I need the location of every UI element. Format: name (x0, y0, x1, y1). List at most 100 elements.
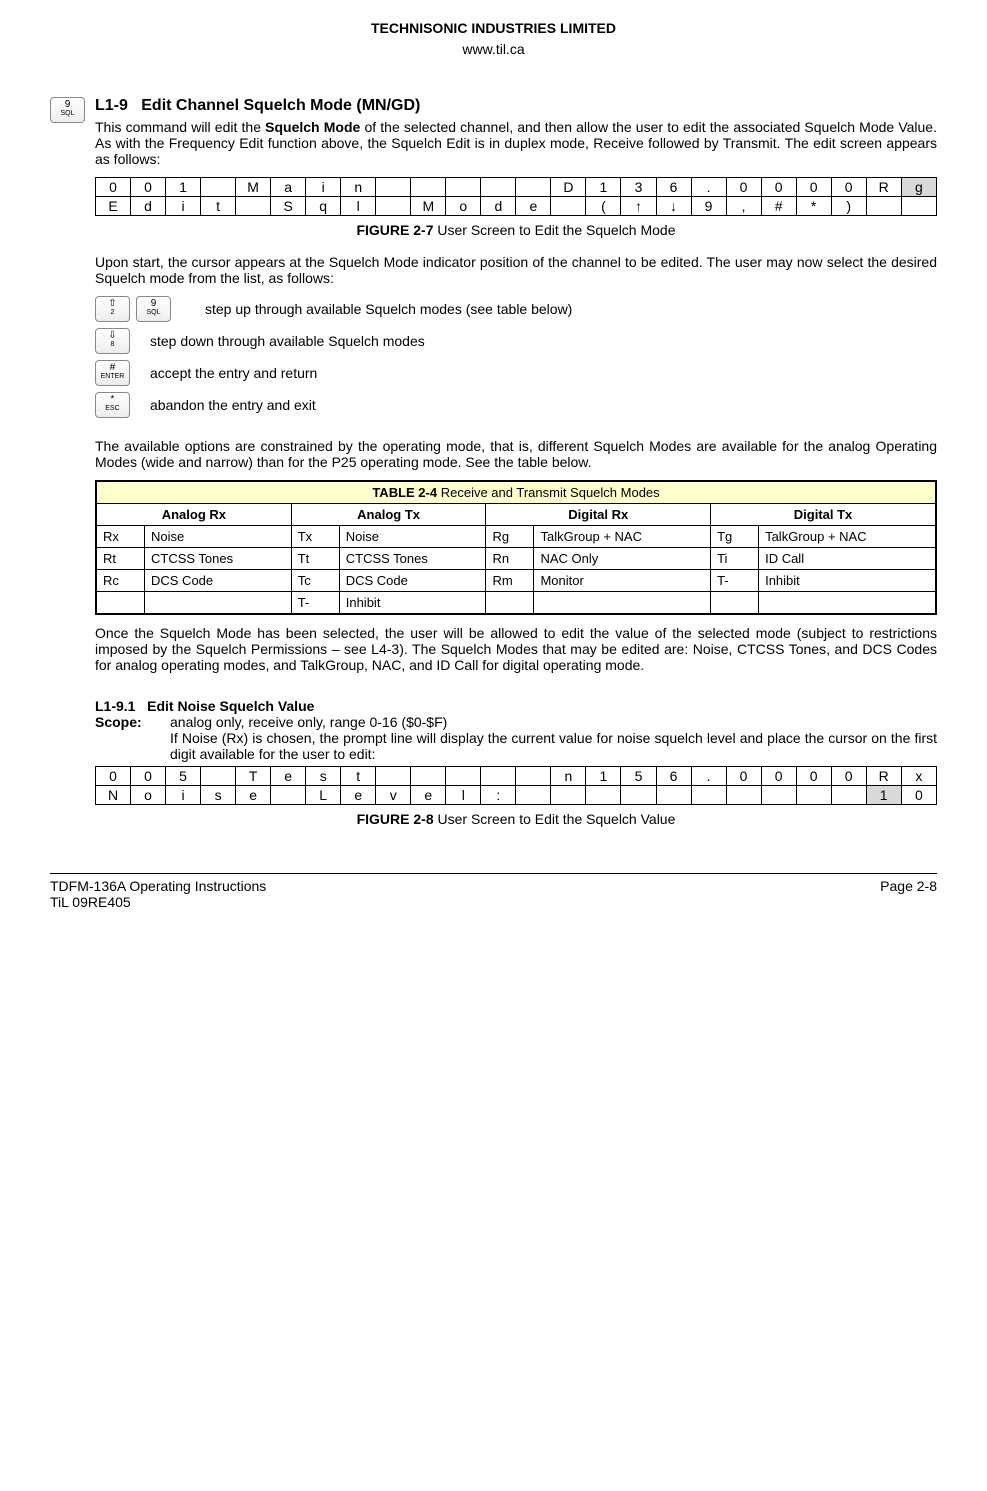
lcd-cell: o (131, 786, 166, 805)
lcd-cell (516, 767, 551, 786)
lcd-cell: i (166, 197, 201, 216)
lcd-cell: x (901, 767, 936, 786)
lcd-cell (586, 786, 621, 805)
lcd-cell (691, 786, 726, 805)
lcd-cell: . (691, 767, 726, 786)
lcd-cell: e (411, 786, 446, 805)
table-cell: Tg (711, 526, 759, 548)
lcd-cell: ) (831, 197, 866, 216)
table-cell: Rx (96, 526, 145, 548)
lcd-cell: 0 (831, 178, 866, 197)
lcd-cell: 0 (831, 767, 866, 786)
key-esc-text: abandon the entry and exit (150, 397, 316, 413)
para-4: Once the Squelch Mode has been selected,… (95, 625, 937, 673)
lcd-cell (866, 197, 901, 216)
footer-left-2: TiL 09RE405 (50, 894, 266, 910)
lcd-cell: 5 (621, 767, 656, 786)
lcd-cell (656, 786, 691, 805)
lcd-cell: 0 (796, 767, 831, 786)
figure-2-8-caption: FIGURE 2-8 User Screen to Edit the Squel… (95, 811, 937, 827)
table-cell: DCS Code (339, 570, 486, 592)
table-cell: Rg (486, 526, 534, 548)
lcd-cell: L (306, 786, 341, 805)
lcd-cell: i (306, 178, 341, 197)
col-analog-rx: Analog Rx (96, 504, 291, 526)
table-cell: DCS Code (145, 570, 292, 592)
table-cell: NAC Only (534, 548, 711, 570)
lcd-cell (376, 178, 411, 197)
key-row-up: ⇧2 9SQL step up through available Squelc… (95, 296, 937, 322)
lcd-cell: * (796, 197, 831, 216)
lcd-cell: 0 (796, 178, 831, 197)
lcd-cell (376, 767, 411, 786)
table-cell: Inhibit (759, 570, 936, 592)
page-footer: TDFM-136A Operating Instructions TiL 09R… (50, 873, 937, 910)
lcd-cell: . (691, 178, 726, 197)
lcd-cell (901, 197, 936, 216)
lcd-cell: e (341, 786, 376, 805)
table-cell: Rt (96, 548, 145, 570)
lcd-cell: D (551, 178, 586, 197)
section-heading: L1-9 Edit Channel Squelch Mode (MN/GD) (95, 97, 937, 115)
lcd-cell: ↓ (656, 197, 691, 216)
lcd-cell: 1 (586, 767, 621, 786)
table-cell (759, 592, 936, 615)
lcd-cell (201, 178, 236, 197)
para-2: Upon start, the cursor appears at the Sq… (95, 254, 937, 286)
table-cell: CTCSS Tones (339, 548, 486, 570)
lcd-cell: l (341, 197, 376, 216)
key-row-down: ⇩8 step down through available Squelch m… (95, 328, 937, 354)
lcd-cell: t (201, 197, 236, 216)
lcd-cell (376, 197, 411, 216)
lcd-cell (621, 786, 656, 805)
lcd-cell: : (481, 786, 516, 805)
lcd-cell: 5 (166, 767, 201, 786)
lcd-cell: T (236, 767, 271, 786)
lcd-cell: t (341, 767, 376, 786)
lcd-cell (201, 767, 236, 786)
lcd-cell (516, 178, 551, 197)
table-cell (145, 592, 292, 615)
table-cell: Tc (291, 570, 339, 592)
key-enter-icon: #ENTER (95, 360, 130, 386)
lcd-cell: n (341, 178, 376, 197)
section-para-1: This command will edit the Squelch Mode … (95, 119, 937, 167)
lcd-cell: ( (586, 197, 621, 216)
table-cell: Inhibit (339, 592, 486, 615)
lcd-cell: d (131, 197, 166, 216)
key-row-esc: *ESC abandon the entry and exit (95, 392, 937, 418)
col-digital-rx: Digital Rx (486, 504, 711, 526)
key-9-sql-icon: 9SQL (136, 296, 171, 322)
lcd-cell: 0 (726, 767, 761, 786)
lcd-cell (411, 767, 446, 786)
lcd-table-1: 001MainD136.0000RgEditSqlMode(↑↓9,#*) (95, 177, 937, 216)
scope-text: analog only, receive only, range 0-16 ($… (170, 714, 937, 730)
lcd-cell: 1 (166, 178, 201, 197)
table-cell: Noise (339, 526, 486, 548)
table-cell: T- (291, 592, 339, 615)
table-cell: Tx (291, 526, 339, 548)
key-9-sql: 9SQL (50, 97, 95, 123)
lcd-cell: N (96, 786, 131, 805)
lcd-cell (411, 178, 446, 197)
scope-label: Scope: (95, 714, 170, 762)
table-cell: TalkGroup + NAC (534, 526, 711, 548)
lcd-cell: 6 (656, 178, 691, 197)
lcd-cell: 0 (726, 178, 761, 197)
lcd-cell: , (726, 197, 761, 216)
subsection-heading: L1-9.1 Edit Noise Squelch Value (95, 698, 937, 714)
table-cell (486, 592, 534, 615)
page-subheader: www.til.ca (50, 41, 937, 57)
col-digital-tx: Digital Tx (711, 504, 936, 526)
lcd-cell: 0 (131, 178, 166, 197)
lcd-cell: s (201, 786, 236, 805)
para-3: The available options are constrained by… (95, 438, 937, 470)
lcd-cell: # (761, 197, 796, 216)
lcd-cell: a (271, 178, 306, 197)
footer-right: Page 2-8 (880, 878, 937, 910)
lcd-cell (726, 786, 761, 805)
lcd-cell (481, 767, 516, 786)
key-down-text: step down through available Squelch mode… (150, 333, 425, 349)
table-cell: TalkGroup + NAC (759, 526, 936, 548)
lcd-cell (446, 767, 481, 786)
